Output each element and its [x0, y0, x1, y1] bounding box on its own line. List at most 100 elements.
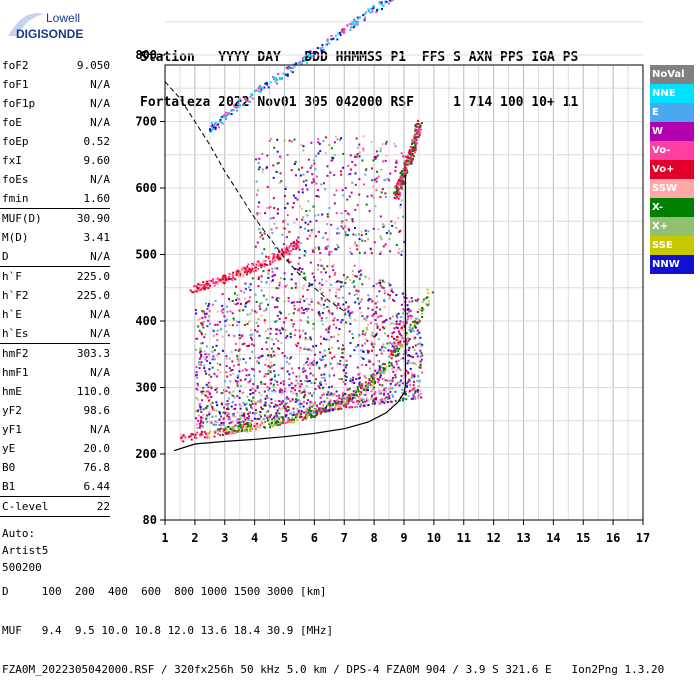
echo-dot — [393, 342, 395, 344]
echo-dot — [378, 389, 380, 391]
echo-dot — [351, 253, 353, 255]
echo-dot — [201, 391, 203, 393]
echo-dot — [313, 360, 315, 362]
echo-dot — [305, 308, 307, 310]
echo-dot — [398, 248, 400, 250]
echo-dot — [342, 189, 344, 191]
echo-dot — [373, 393, 375, 395]
echo-dot — [309, 404, 311, 406]
echo-dot — [419, 320, 421, 322]
echo-dot — [248, 100, 250, 102]
echo-dot — [296, 218, 298, 220]
echo-dot — [291, 278, 293, 280]
echo-dot — [292, 206, 294, 208]
echo-dot — [261, 275, 263, 277]
echo-dot — [340, 174, 342, 176]
echo-dot — [281, 403, 283, 405]
echo-dot — [271, 422, 273, 424]
echo-dot — [359, 155, 361, 157]
echo-dot — [268, 418, 270, 420]
echo-dot — [422, 301, 424, 303]
echo-dot — [212, 402, 214, 404]
echo-dot — [419, 309, 421, 311]
echo-dot — [418, 128, 420, 130]
echo-dot — [346, 308, 348, 310]
echo-dot — [333, 393, 335, 395]
echo-dot — [395, 400, 397, 402]
echo-dot — [249, 404, 251, 406]
echo-dot — [208, 436, 210, 438]
echo-dot — [389, 173, 391, 175]
echo-dot — [311, 406, 313, 408]
echo-dot — [258, 285, 260, 287]
echo-dot — [291, 302, 293, 304]
echo-dot — [270, 362, 272, 364]
echo-dot — [402, 312, 404, 314]
echo-dot — [396, 313, 398, 315]
echo-dot — [246, 409, 248, 411]
echo-dot — [340, 170, 342, 172]
echo-dot — [298, 410, 300, 412]
echo-dot — [287, 247, 289, 249]
echo-dot — [271, 378, 273, 380]
echo-dot — [274, 247, 276, 249]
echo-dot — [408, 354, 410, 356]
echo-dot — [218, 424, 220, 426]
echo-dot — [279, 282, 281, 284]
echo-dot — [410, 310, 412, 312]
echo-dot — [414, 396, 416, 398]
echo-dot — [284, 422, 286, 424]
echo-dot — [227, 406, 229, 408]
echo-dot — [413, 155, 415, 157]
x-tick-label: 7 — [341, 531, 348, 545]
echo-dot — [293, 421, 295, 423]
echo-dot — [358, 390, 360, 392]
echo-dot — [337, 212, 339, 214]
echo-dot — [237, 377, 239, 379]
echo-dot — [228, 278, 230, 280]
echo-dot — [332, 404, 334, 406]
x-tick-label: 16 — [606, 531, 620, 545]
echo-dot — [390, 383, 392, 385]
echo-dot — [401, 180, 403, 182]
echo-dot — [414, 134, 416, 136]
echo-dot — [353, 19, 355, 21]
echo-dot — [290, 243, 292, 245]
echo-dot — [255, 265, 257, 267]
echo-dot — [395, 294, 397, 296]
echo-dot — [221, 402, 223, 404]
echo-dot — [365, 230, 367, 232]
echo-dot — [400, 334, 402, 336]
echo-dot — [391, 368, 393, 370]
echo-dot — [258, 357, 260, 359]
echo-dot — [248, 300, 250, 302]
echo-dot — [272, 165, 274, 167]
echo-dot — [365, 385, 367, 387]
echo-dot — [292, 323, 294, 325]
echo-dot — [283, 383, 285, 385]
echo-dot — [328, 310, 330, 312]
echo-dot — [383, 225, 385, 227]
echo-dot — [306, 310, 308, 312]
echo-dot — [377, 381, 379, 383]
echo-dot — [322, 266, 324, 268]
echo-dot — [412, 346, 414, 348]
echo-dot — [374, 391, 376, 393]
echo-dot — [276, 329, 278, 331]
echo-dot — [361, 283, 363, 285]
echo-dot — [315, 155, 317, 157]
echo-dot — [421, 372, 423, 374]
echo-dot — [231, 279, 233, 281]
echo-dot — [395, 361, 397, 363]
echo-dot — [367, 8, 369, 10]
echo-dot — [307, 399, 309, 401]
echo-dot — [399, 320, 401, 322]
echo-dot — [402, 398, 404, 400]
echo-dot — [307, 289, 309, 291]
echo-dot — [215, 420, 217, 422]
echo-dot — [345, 234, 347, 236]
echo-dot — [411, 398, 413, 400]
echo-dot — [237, 411, 239, 413]
echo-dot — [355, 391, 357, 393]
echo-dot — [408, 347, 410, 349]
